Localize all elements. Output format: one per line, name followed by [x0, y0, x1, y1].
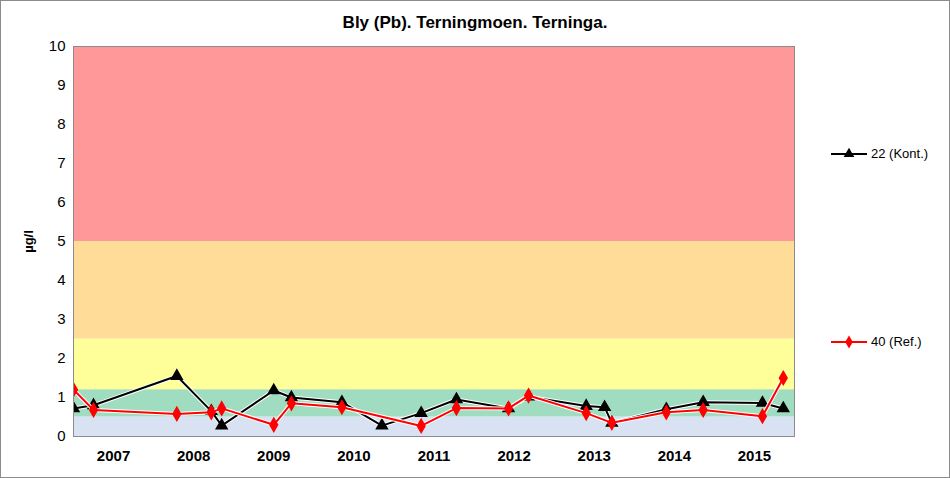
svg-text:2012: 2012: [497, 447, 530, 464]
svg-text:7: 7: [57, 154, 65, 171]
svg-text:8: 8: [57, 115, 65, 132]
svg-text:3: 3: [57, 310, 65, 327]
svg-text:9: 9: [57, 76, 65, 93]
svg-text:µg/l: µg/l: [21, 230, 36, 253]
svg-text:4: 4: [57, 271, 65, 288]
html-text:40 (Ref.): 40 (Ref.): [871, 334, 922, 349]
svg-text:2013: 2013: [578, 447, 611, 464]
svg-text:10: 10: [49, 41, 66, 54]
html-text:22 (Kont.): 22 (Kont.): [871, 146, 929, 161]
svg-text:2007: 2007: [97, 447, 130, 464]
svg-text:2011: 2011: [418, 447, 451, 464]
svg-text:0: 0: [57, 427, 65, 444]
svg-text:2009: 2009: [257, 447, 290, 464]
svg-text:2008: 2008: [177, 447, 210, 464]
svg-text:5: 5: [57, 232, 65, 249]
svg-text:2010: 2010: [337, 447, 370, 464]
svg-text:1: 1: [57, 388, 65, 405]
html-text:Bly (Pb). Terningmoen. Terning: Bly (Pb). Terningmoen. Terninga.: [342, 13, 608, 32]
svg-text:2015: 2015: [738, 447, 771, 464]
svg-text:2: 2: [57, 349, 65, 366]
svg-text:2014: 2014: [658, 447, 692, 464]
svg-text:6: 6: [57, 193, 65, 210]
